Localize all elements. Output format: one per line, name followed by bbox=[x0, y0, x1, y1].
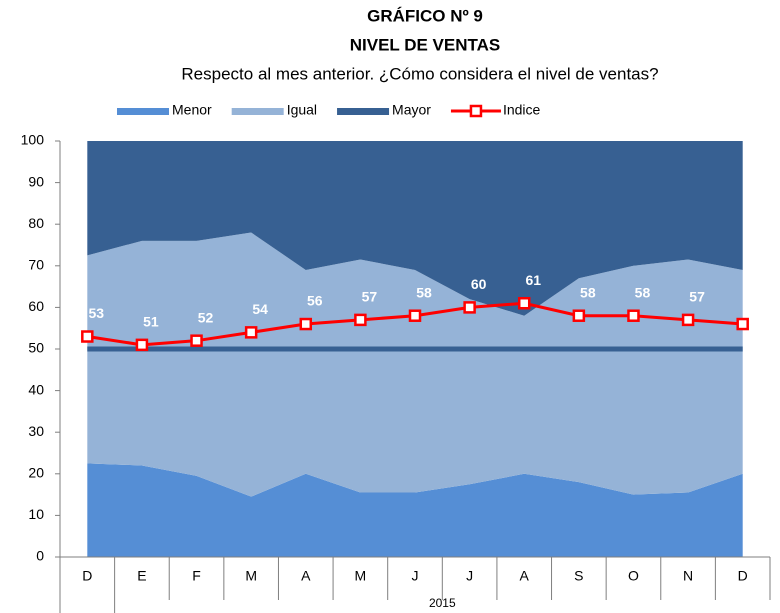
area bbox=[87, 463, 743, 557]
line-marker bbox=[299, 317, 313, 331]
value-label: 54 bbox=[252, 301, 268, 317]
chart-title: GRÁFICO Nº 9 bbox=[367, 6, 483, 25]
value-label: 52 bbox=[198, 309, 214, 325]
chart-caption: Respecto al mes anterior. ¿Cómo consider… bbox=[181, 64, 658, 83]
y-tick-label: 60 bbox=[28, 298, 44, 314]
x-tick-label: E bbox=[137, 568, 146, 584]
value-label: 60 bbox=[471, 276, 487, 292]
legend-swatch bbox=[337, 108, 390, 115]
area bbox=[87, 141, 743, 316]
value-label: 51 bbox=[143, 314, 159, 330]
value-label: 58 bbox=[635, 284, 651, 300]
value-label: 58 bbox=[416, 284, 432, 300]
line-marker bbox=[190, 334, 203, 347]
x-tick-label: O bbox=[628, 568, 639, 584]
value-label: 61 bbox=[525, 272, 541, 288]
line-marker bbox=[81, 330, 94, 343]
value-label: 57 bbox=[689, 289, 705, 305]
y-tick-label: 0 bbox=[36, 548, 44, 564]
line-marker bbox=[572, 309, 586, 322]
y-tick-label: 20 bbox=[28, 465, 44, 481]
value-label: 58 bbox=[580, 284, 596, 300]
line-marker bbox=[354, 313, 367, 327]
y-tick-label: 10 bbox=[28, 506, 44, 522]
x-tick-label: F bbox=[192, 568, 201, 584]
x-tick-label: A bbox=[301, 568, 311, 584]
value-label: 56 bbox=[744, 293, 760, 309]
x-tick-label: A bbox=[520, 568, 530, 584]
chart-subtitle: NIVEL DE VENTAS bbox=[350, 35, 501, 54]
x-tick-label: S bbox=[574, 568, 583, 584]
legend-swatch bbox=[231, 108, 284, 115]
x-tick-label: J bbox=[466, 568, 473, 584]
y-tick-label: 100 bbox=[21, 132, 45, 148]
line-marker bbox=[408, 309, 422, 322]
line-marker bbox=[681, 313, 695, 327]
legend-marker bbox=[469, 104, 483, 118]
line-marker bbox=[244, 326, 258, 339]
y-tick-label: 90 bbox=[28, 173, 44, 189]
legend-label: Menor bbox=[172, 102, 212, 118]
legend-label: Mayor bbox=[392, 102, 431, 118]
area bbox=[87, 232, 743, 497]
legend-label: Indice bbox=[503, 102, 541, 118]
line-marker bbox=[736, 317, 749, 331]
line-marker bbox=[627, 309, 640, 322]
value-label: 56 bbox=[307, 293, 323, 309]
value-label: 57 bbox=[362, 289, 378, 305]
line-marker bbox=[463, 301, 476, 314]
line-marker bbox=[517, 296, 531, 310]
y-tick-label: 40 bbox=[28, 381, 44, 397]
x-tick-label: D bbox=[82, 568, 92, 584]
y-tick-label: 30 bbox=[28, 423, 44, 439]
legend-label: Igual bbox=[287, 102, 317, 118]
y-tick-label: 50 bbox=[28, 340, 44, 356]
value-label: 53 bbox=[89, 305, 105, 321]
legend-swatch bbox=[117, 108, 169, 115]
x-tick-label: D bbox=[738, 568, 748, 584]
group-label: 2015 bbox=[429, 596, 456, 610]
x-tick-label: M bbox=[355, 568, 367, 584]
x-tick-label: J bbox=[412, 568, 419, 584]
x-tick-label: M bbox=[245, 568, 257, 584]
x-tick-label: N bbox=[683, 568, 693, 584]
y-tick-label: 70 bbox=[28, 257, 44, 273]
y-tick-label: 80 bbox=[28, 215, 44, 231]
line-marker bbox=[135, 338, 149, 352]
